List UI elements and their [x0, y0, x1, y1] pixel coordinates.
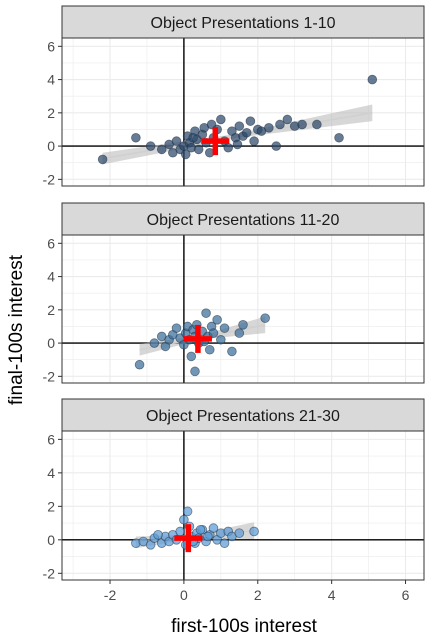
panel-background [62, 235, 424, 383]
data-point [282, 114, 293, 125]
y-tick-label: 0 [47, 335, 55, 351]
data-point [232, 139, 243, 150]
x-axis-label: first-100s interest [171, 616, 317, 637]
y-tick-label: 2 [47, 498, 55, 514]
data-point [190, 366, 200, 377]
x-tick-label: 4 [328, 587, 336, 603]
y-tick-label: 6 [47, 38, 55, 54]
data-point [203, 531, 213, 542]
data-point [171, 136, 182, 146]
data-point [171, 323, 182, 333]
y-tick-label: 0 [47, 138, 55, 154]
data-point [264, 122, 274, 133]
data-point [208, 328, 219, 338]
plot-area [62, 38, 424, 186]
x-tick-label: 6 [402, 587, 410, 603]
panel-strip [61, 202, 425, 236]
data-point [227, 346, 237, 357]
data-point [249, 136, 259, 146]
plot-area [62, 235, 424, 383]
data-point [219, 538, 230, 548]
x-axis-ticks: -2 0 2 4 6 [104, 580, 410, 603]
data-point [131, 132, 141, 143]
y-axis-label: final-100s interest [6, 254, 27, 405]
data-point [175, 526, 186, 537]
y-tick-label: 6 [47, 235, 55, 251]
y-tick-label: -2 [43, 368, 56, 384]
data-point [241, 127, 252, 138]
data-point [204, 344, 215, 355]
data-point [180, 149, 191, 160]
y-tick-label: 6 [47, 431, 55, 447]
y-tick-label: 0 [47, 532, 55, 548]
data-point [145, 141, 156, 151]
panel-strip [61, 5, 425, 39]
data-point [275, 119, 285, 130]
x-tick-label: 2 [254, 587, 262, 603]
data-point [193, 144, 204, 155]
y-tick-label: -2 [43, 565, 56, 581]
y-tick-label: -2 [43, 171, 56, 187]
y-tick-label: 4 [47, 269, 55, 285]
data-point [249, 526, 259, 537]
x-tick-label: 0 [180, 587, 188, 603]
data-point [179, 514, 189, 525]
panel-title: Object Presentations 11-20 [147, 212, 340, 229]
panel-border [61, 430, 425, 581]
data-point [223, 142, 234, 153]
y-tick-label: 2 [47, 302, 55, 318]
data-point [153, 529, 163, 540]
plot-area [62, 431, 424, 580]
y-tick-label: 4 [47, 72, 55, 88]
data-point [201, 308, 211, 318]
data-point [216, 334, 226, 345]
data-point [149, 338, 160, 348]
panel-border [61, 234, 425, 384]
panel-2: Object Presentations 11-20 -2 0 2 4 6 [43, 202, 425, 384]
data-point [134, 359, 145, 370]
x-tick-label: -2 [104, 587, 117, 603]
data-point [297, 119, 307, 130]
data-point [245, 116, 256, 126]
data-point [238, 319, 248, 330]
panel-title: Object Presentations 21-30 [146, 408, 340, 425]
data-point [234, 528, 245, 538]
data-point [186, 351, 197, 362]
data-point [234, 328, 245, 338]
data-point [188, 132, 198, 143]
panel-strip [61, 398, 425, 432]
data-point [156, 144, 167, 155]
data-point [219, 323, 230, 333]
data-point [367, 74, 378, 85]
data-point [212, 315, 222, 325]
data-point [234, 121, 245, 131]
data-point [216, 114, 226, 125]
panel-1: Object Presentations 1-10 -2 0 2 4 6 [43, 5, 425, 187]
y-tick-label: 2 [47, 105, 55, 121]
panel-background [62, 431, 424, 580]
data-point [97, 154, 108, 165]
panel-title: Object Presentations 1-10 [151, 15, 336, 32]
data-point [271, 141, 282, 151]
data-point [260, 313, 270, 323]
panel-3: Object Presentations 21-30 -2 0 2 4 6 [43, 398, 425, 581]
data-point [195, 524, 206, 535]
data-point [312, 119, 322, 130]
data-point [182, 506, 193, 517]
data-point [334, 132, 344, 143]
panel-border [61, 37, 425, 187]
y-tick-label: 4 [47, 465, 55, 481]
data-point [208, 523, 219, 533]
